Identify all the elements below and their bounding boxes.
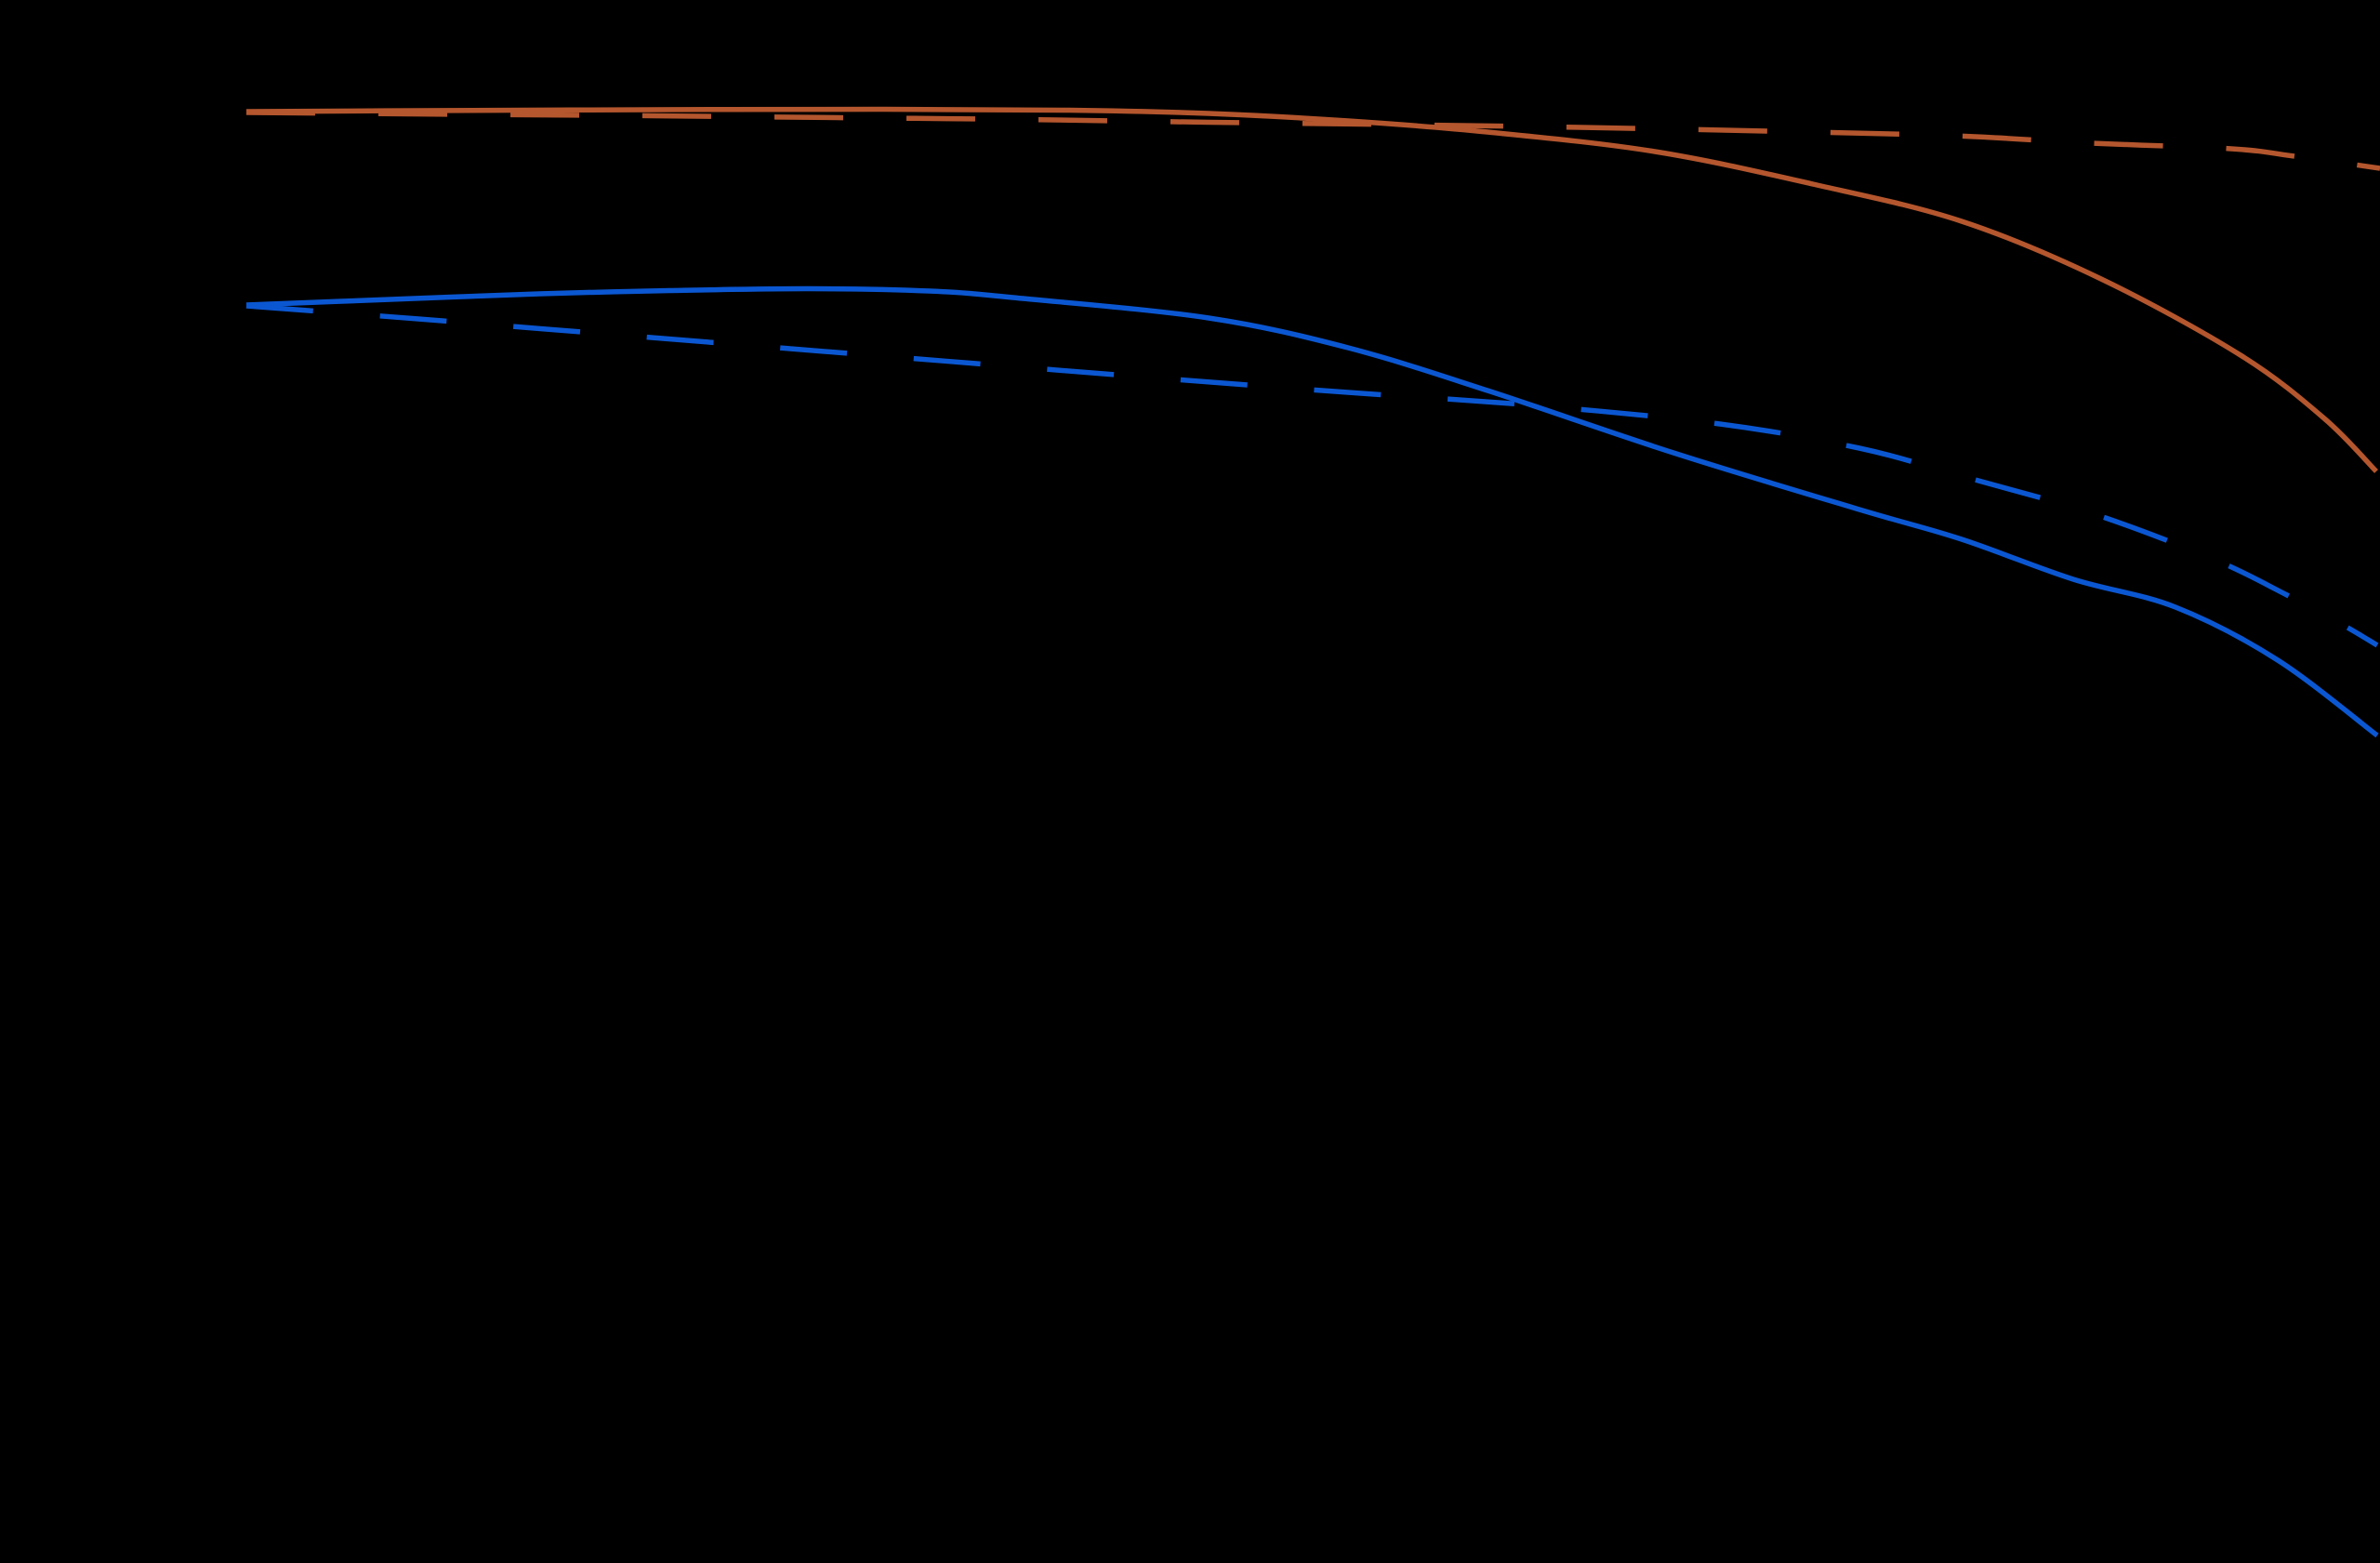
blue-dashed-line [245, 303, 2379, 648]
orange-dashed-line [245, 110, 2380, 171]
blue-solid-line [245, 285, 2379, 738]
orange-solid-line [245, 106, 2378, 473]
